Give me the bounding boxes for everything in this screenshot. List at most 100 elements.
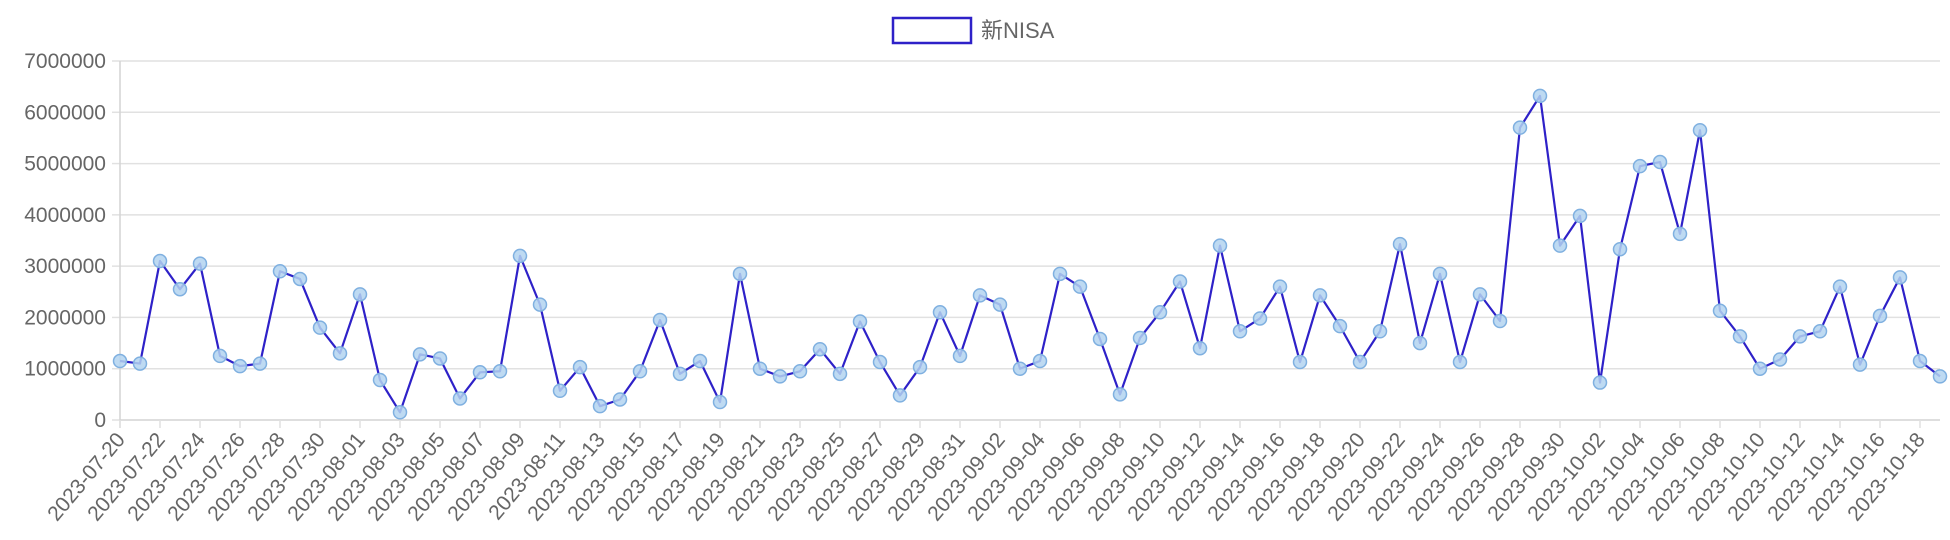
data-point[interactable]: [1892, 270, 1908, 285]
data-point[interactable]: [272, 264, 288, 279]
data-point[interactable]: [1312, 288, 1328, 303]
data-point[interactable]: [1852, 357, 1868, 372]
data-point[interactable]: [752, 361, 768, 376]
data-point[interactable]: [992, 297, 1008, 312]
data-point[interactable]: [1012, 361, 1028, 376]
data-point[interactable]: [732, 266, 748, 282]
data-point[interactable]: [1392, 236, 1408, 252]
data-point[interactable]: [1752, 361, 1768, 376]
data-point[interactable]: [592, 398, 608, 414]
data-point[interactable]: [912, 359, 928, 375]
data-point[interactable]: [872, 354, 888, 370]
data-point[interactable]: [1332, 318, 1348, 334]
data-point[interactable]: [252, 356, 268, 371]
data-point[interactable]: [1692, 122, 1708, 138]
data-point[interactable]: [1492, 313, 1508, 329]
data-point[interactable]: [232, 358, 248, 374]
data-point[interactable]: [1432, 266, 1448, 282]
y-tick-label: 6000000: [24, 101, 106, 124]
data-point[interactable]: [492, 364, 508, 379]
data-point[interactable]: [152, 253, 168, 269]
data-point[interactable]: [632, 364, 648, 379]
y-tick-label: 0: [94, 409, 106, 432]
y-tick-label: 4000000: [24, 204, 106, 227]
data-point[interactable]: [1572, 208, 1588, 224]
data-point[interactable]: [1372, 324, 1388, 339]
data-point[interactable]: [1812, 324, 1828, 339]
data-point[interactable]: [112, 353, 128, 369]
data-point[interactable]: [1412, 335, 1428, 351]
data-point[interactable]: [932, 305, 948, 320]
data-point[interactable]: [1132, 330, 1148, 346]
data-point[interactable]: [1512, 120, 1528, 135]
data-point[interactable]: [1592, 375, 1608, 390]
data-point[interactable]: [1612, 241, 1628, 257]
data-point[interactable]: [1232, 324, 1248, 339]
data-point[interactable]: [1352, 354, 1368, 370]
data-point[interactable]: [212, 348, 228, 364]
data-point[interactable]: [1912, 353, 1928, 369]
data-point[interactable]: [832, 366, 848, 382]
data-point[interactable]: [412, 347, 428, 362]
data-point[interactable]: [472, 365, 488, 380]
data-point[interactable]: [692, 353, 708, 369]
data-point[interactable]: [452, 391, 468, 406]
data-point[interactable]: [1732, 329, 1748, 344]
data-point[interactable]: [772, 369, 788, 384]
data-point[interactable]: [1872, 308, 1888, 324]
legend-label: 新NISA: [981, 18, 1055, 43]
data-point[interactable]: [1052, 266, 1068, 282]
data-point[interactable]: [172, 281, 188, 297]
data-point[interactable]: [1712, 303, 1728, 319]
data-point[interactable]: [1532, 88, 1548, 104]
data-point[interactable]: [652, 312, 668, 328]
data-point[interactable]: [1212, 238, 1228, 253]
data-point[interactable]: [192, 256, 208, 271]
data-point[interactable]: [792, 364, 808, 379]
data-point[interactable]: [1092, 331, 1108, 347]
data-point[interactable]: [552, 383, 568, 399]
data-point[interactable]: [1292, 354, 1308, 370]
data-point[interactable]: [1652, 154, 1668, 170]
data-point[interactable]: [1452, 354, 1468, 370]
data-point[interactable]: [952, 348, 968, 364]
data-point[interactable]: [892, 388, 908, 403]
data-point[interactable]: [532, 297, 548, 312]
data-point[interactable]: [972, 288, 988, 303]
data-point[interactable]: [332, 346, 348, 361]
data-point[interactable]: [1632, 158, 1648, 174]
data-point[interactable]: [1672, 226, 1688, 242]
data-point[interactable]: [1112, 387, 1128, 402]
data-point[interactable]: [512, 248, 528, 264]
data-point[interactable]: [1552, 238, 1568, 253]
y-tick-label: 5000000: [24, 153, 106, 176]
data-point[interactable]: [1152, 305, 1168, 320]
data-point[interactable]: [612, 392, 628, 407]
data-point[interactable]: [1472, 287, 1488, 302]
data-point[interactable]: [1072, 279, 1088, 294]
data-point[interactable]: [712, 394, 728, 410]
data-point[interactable]: [812, 341, 828, 357]
data-point[interactable]: [1792, 329, 1808, 344]
y-axis-ticks: 0 1000000 2000000 3000000 4000000 5000000 6000…: [24, 50, 106, 432]
data-point[interactable]: [312, 320, 328, 335]
data-point[interactable]: [372, 372, 388, 388]
data-point[interactable]: [1772, 352, 1788, 367]
data-point[interactable]: [392, 405, 408, 420]
data-point[interactable]: [132, 356, 148, 371]
data-point[interactable]: [1172, 274, 1188, 289]
data-point[interactable]: [852, 314, 868, 329]
data-point[interactable]: [1832, 279, 1848, 294]
data-point[interactable]: [1252, 311, 1268, 326]
data-point[interactable]: [1932, 369, 1948, 384]
data-point[interactable]: [1272, 279, 1288, 294]
legend[interactable]: 新NISA: [891, 16, 1055, 45]
data-point[interactable]: [672, 366, 688, 382]
data-point[interactable]: [292, 271, 308, 287]
data-point[interactable]: [432, 351, 448, 366]
data-point[interactable]: [352, 287, 368, 302]
legend-swatch: [891, 16, 973, 45]
data-point[interactable]: [1032, 353, 1048, 369]
data-point[interactable]: [572, 359, 588, 375]
data-point[interactable]: [1192, 340, 1208, 356]
